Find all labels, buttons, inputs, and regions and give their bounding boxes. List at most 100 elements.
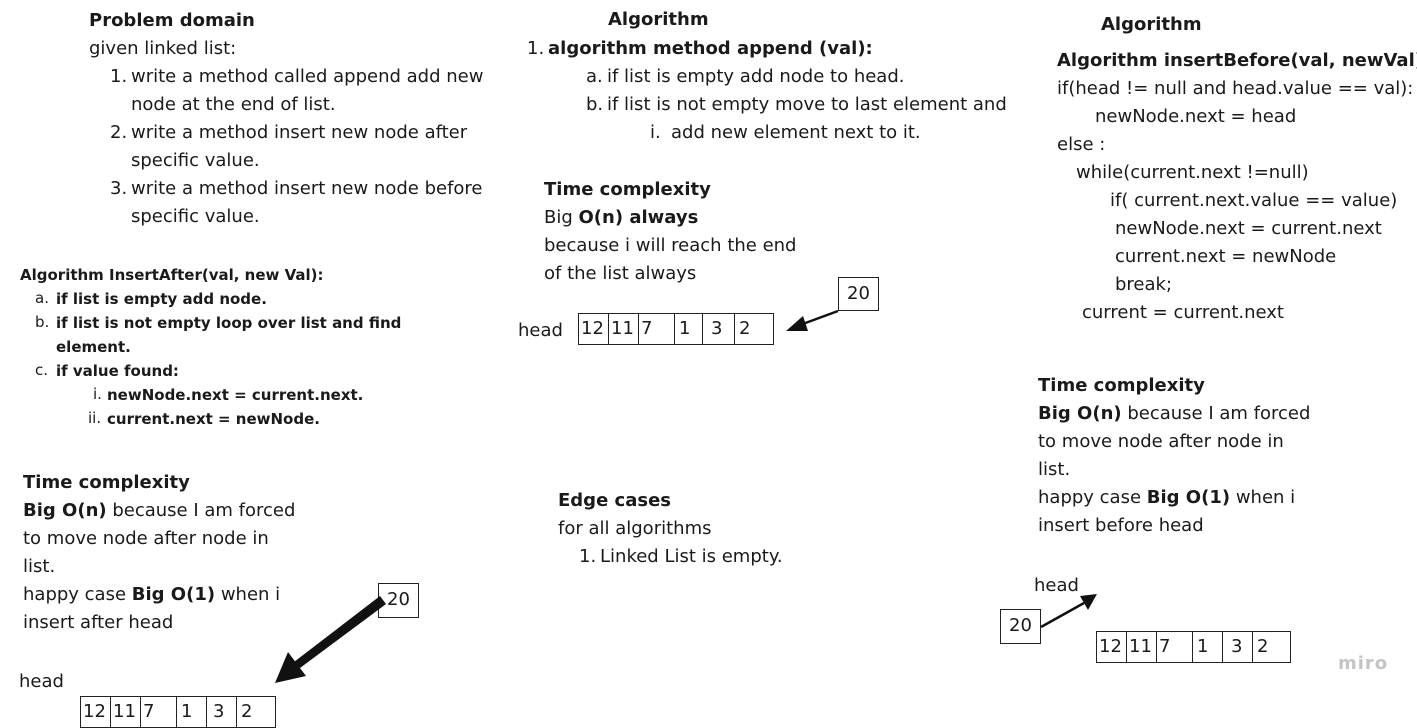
append-time-line-2: because i will reach the end (544, 235, 797, 256)
ia-head-label: head (19, 671, 64, 692)
ia-time-bigo1: Big O(1) (131, 584, 216, 605)
ia-time-line-2: to move node after node in (23, 528, 269, 549)
ib-code-line-2: newNode.next = head (1095, 106, 1297, 127)
ib-code-line-9: current = current.next (1082, 302, 1284, 323)
append-linked-list: 12 11 7 1 3 2 (578, 313, 774, 345)
ib-time-title: Time complexity (1038, 375, 1205, 396)
insert-before-method: Algorithm insertBefore(val, newVal): (1057, 50, 1417, 71)
node-cell: 2 (1257, 636, 1269, 657)
ia-step-c: if value found: (56, 362, 179, 380)
append-algo-method: algorithm method append (val): (548, 38, 873, 59)
ib-code-line-8: break; (1115, 274, 1173, 295)
append-step-i-num: i. (650, 122, 661, 143)
problem-domain-intro: given linked list: (89, 38, 237, 59)
ib-time-line-4: happy case Big O(1) when i (1038, 487, 1295, 508)
ib-time-line-3: list. (1038, 459, 1071, 480)
insert-after-arrow (275, 596, 386, 683)
append-step-b-num: b. (586, 94, 604, 115)
append-new-node-box: 20 (838, 277, 879, 311)
ia-time-rest-4: when i (215, 584, 281, 605)
pd-item-1-num: 1. (110, 66, 128, 87)
ib-time-line-5: insert before head (1038, 515, 1204, 536)
ia-time-title: Time complexity (23, 472, 190, 493)
insert-before-arrow (1040, 594, 1097, 629)
miro-watermark: miro (1338, 653, 1389, 674)
ib-time-happy: happy case (1038, 487, 1147, 508)
ib-time-rest-1: because I am forced (1121, 403, 1311, 424)
ia-step-ii: current.next = newNode. (107, 410, 320, 428)
ib-code-line-5: if( current.next.value == value) (1110, 190, 1398, 211)
ia-step-i: newNode.next = current.next. (107, 386, 364, 404)
ib-time-bigo: Big O(n) (1038, 403, 1122, 424)
pd-item-2-num: 2. (110, 122, 128, 143)
insert-before-section-title: Algorithm (1101, 14, 1202, 35)
ib-code-line-1: if(head != null and head.value == val): (1057, 78, 1414, 99)
ia-time-line-4: happy case Big O(1) when i (23, 584, 280, 605)
ia-time-line-5: insert after head (23, 612, 174, 633)
ib-head-label: head (1034, 575, 1079, 596)
ib-time-line-2: to move node after node in (1038, 431, 1284, 452)
insert-after-title: Algorithm InsertAfter(val, new Val): (20, 266, 324, 284)
node-cell: 1 (675, 314, 703, 344)
pd-item-3-line-2: specific value. (131, 206, 260, 227)
ib-new-node-box: 20 (1000, 609, 1041, 644)
append-algo-num: 1. (527, 38, 545, 59)
node-cell: 2 (739, 318, 751, 339)
ia-time-line-1: Big O(n) because I am forced (23, 500, 295, 521)
node-cell: 7 (1157, 632, 1193, 662)
problem-domain-title: Problem domain (89, 10, 255, 31)
append-step-a: if list is empty add node to head. (607, 66, 905, 87)
edge-cases-title: Edge cases (558, 490, 671, 511)
edge-cases-intro: for all algorithms (558, 518, 712, 539)
ia-step-ii-num: ii. (88, 409, 102, 427)
insert-before-list-diagram: head 12 11 7 1 3 2 20 (0, 64, 1417, 663)
node-cell: 3 (703, 314, 735, 344)
ia-step-a-num: a. (35, 289, 49, 307)
ia-step-b-line-1: if list is not empty loop over list and … (56, 314, 402, 332)
append-step-b: if list is not empty move to last elemen… (607, 94, 1007, 115)
ib-code-line-7: current.next = newNode (1115, 246, 1337, 267)
pd-item-3-line-1: write a method insert new node before (131, 178, 483, 199)
append-list-diagram: head 12 11 7 1 3 2 20 (0, 0, 1417, 345)
pd-item-1-line-2: node at the end of list. (131, 94, 336, 115)
ia-time-line-3: list. (23, 556, 56, 577)
ib-code-line-6: newNode.next = current.next (1115, 218, 1382, 239)
ib-time-rest-4: when i (1230, 487, 1296, 508)
append-time-big: Big (544, 207, 579, 228)
ia-step-b-num: b. (35, 313, 50, 331)
node-cell: 12 (1097, 632, 1127, 662)
node-cell: 1 (1193, 632, 1223, 662)
append-time-title: Time complexity (544, 179, 711, 200)
ib-code-line-3: else : (1057, 134, 1106, 155)
append-time-bigo: O(n) always (578, 207, 699, 228)
ia-time-rest-1: because I am forced (106, 500, 296, 521)
edge-case-1-num: 1. (579, 546, 597, 567)
ia-step-b-line-2: element. (56, 338, 131, 356)
ib-time-bigo1: Big O(1) (1146, 487, 1231, 508)
ib-code-line-4: while(current.next !=null) (1076, 162, 1309, 183)
pd-item-2-line-1: write a method insert new node after (131, 122, 468, 143)
append-algo-title: Algorithm (608, 9, 709, 30)
node-cell: 7 (639, 314, 675, 344)
ia-time-bigo: Big O(n) (23, 500, 107, 521)
node-cell: 11 (1127, 632, 1157, 662)
node-cell: 11 (609, 314, 639, 344)
append-step-a-num: a. (586, 66, 603, 87)
edge-case-1: Linked List is empty. (600, 546, 783, 567)
ia-step-a: if list is empty add node. (56, 290, 267, 308)
ib-time-line-1: Big O(n) because I am forced (1038, 403, 1310, 424)
ia-step-i-num: i. (93, 385, 102, 403)
append-head-label: head (518, 320, 563, 341)
append-arrow (786, 309, 839, 331)
append-time-line-3: of the list always (544, 263, 697, 284)
arrows-layer (275, 309, 1097, 683)
node-cell: 12 (579, 314, 609, 344)
ib-linked-list: 12 11 7 1 3 2 (1096, 631, 1291, 663)
node-cell: 3 (1223, 632, 1253, 662)
ia-time-happy: happy case (23, 584, 132, 605)
pd-item-3-num: 3. (110, 178, 128, 199)
append-step-i: add new element next to it. (671, 122, 921, 143)
append-time-line-1: Big O(n) always (544, 207, 698, 228)
ia-step-c-num: c. (35, 361, 49, 379)
pd-item-1-line-1: write a method called append add new (131, 66, 484, 87)
